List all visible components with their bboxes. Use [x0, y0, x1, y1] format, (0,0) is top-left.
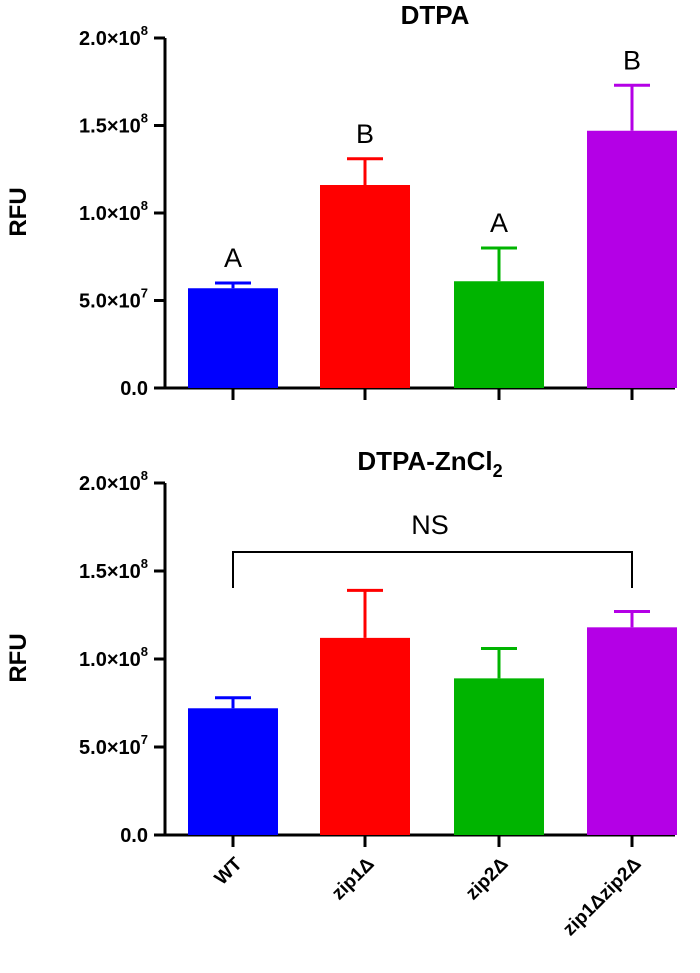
y-tick-label: 1.5×108 — [79, 111, 148, 138]
y-tick-label: 1.0×108 — [79, 644, 148, 671]
y-tick-label: 1.0×108 — [79, 198, 148, 225]
y-tick-exponent: 8 — [141, 644, 148, 659]
y-tick-exponent: 8 — [141, 23, 148, 38]
panel-title-dtpa: DTPA — [401, 0, 470, 30]
category-label-2: zip2Δ — [462, 854, 513, 905]
y-tick-exponent: 7 — [141, 732, 148, 747]
y-tick-exponent: 8 — [141, 198, 148, 213]
y-tick-label: 5.0×107 — [79, 286, 148, 313]
y-tick-mantissa: 5.0×10 — [79, 737, 141, 759]
y-tick-exponent: 8 — [141, 556, 148, 571]
significance-letter-3: B — [623, 45, 641, 75]
y-tick-mantissa: 0.0 — [120, 378, 148, 400]
y-tick-exponent: 7 — [141, 286, 148, 301]
y-tick-label: 2.0×108 — [79, 23, 148, 50]
y-axis-label: RFU — [5, 633, 32, 682]
category-label-1: zip1Δ — [328, 854, 379, 905]
y-tick-label: 2.0×108 — [79, 468, 148, 495]
y-tick-label: 0.0 — [120, 378, 148, 400]
y-tick-label: 0.0 — [120, 825, 148, 847]
y-tick-label: 5.0×107 — [79, 732, 148, 759]
y-axis-label: RFU — [5, 187, 32, 236]
bar-0 — [188, 288, 278, 388]
bar-3 — [587, 130, 677, 388]
bar-0 — [188, 708, 278, 835]
bar-3 — [587, 627, 677, 835]
bar-1 — [320, 185, 410, 388]
y-tick-exponent: 8 — [141, 468, 148, 483]
y-tick-mantissa: 1.0×10 — [79, 203, 141, 225]
category-label-3: zip1Δzip2Δ — [559, 854, 645, 940]
y-tick-mantissa: 0.0 — [120, 825, 148, 847]
bar-2 — [454, 678, 544, 835]
y-tick-mantissa: 1.5×10 — [79, 561, 141, 583]
title-main: DTPA-ZnCl — [357, 446, 492, 476]
bar-2 — [454, 281, 544, 388]
panel-title-dtpa-zncl2: DTPA-ZnCl2 — [357, 446, 502, 481]
title-subscript: 2 — [493, 461, 503, 481]
significance-bracket — [232, 551, 633, 588]
bracket-label: NS — [411, 510, 449, 540]
y-tick-mantissa: 2.0×10 — [79, 28, 141, 50]
y-tick-mantissa: 1.5×10 — [79, 116, 141, 138]
significance-letter-0: A — [224, 243, 242, 273]
panel-dtpa-zncl2: DTPA-ZnCl2 RFU NS 0.05.0×1071.0×1081.5×1… — [5, 446, 677, 940]
category-label-0: WT — [211, 853, 247, 889]
bar-1 — [320, 637, 410, 835]
y-tick-mantissa: 2.0×10 — [79, 473, 141, 495]
y-tick-mantissa: 5.0×10 — [79, 291, 141, 313]
y-tick-mantissa: 1.0×10 — [79, 649, 141, 671]
panel-dtpa: DTPA RFU 0.05.0×1071.0×1081.5×1082.0×108… — [5, 0, 677, 400]
significance-letter-1: B — [356, 119, 374, 149]
y-tick-exponent: 8 — [141, 111, 148, 126]
y-tick-label: 1.5×108 — [79, 556, 148, 583]
significance-letter-2: A — [490, 208, 508, 238]
